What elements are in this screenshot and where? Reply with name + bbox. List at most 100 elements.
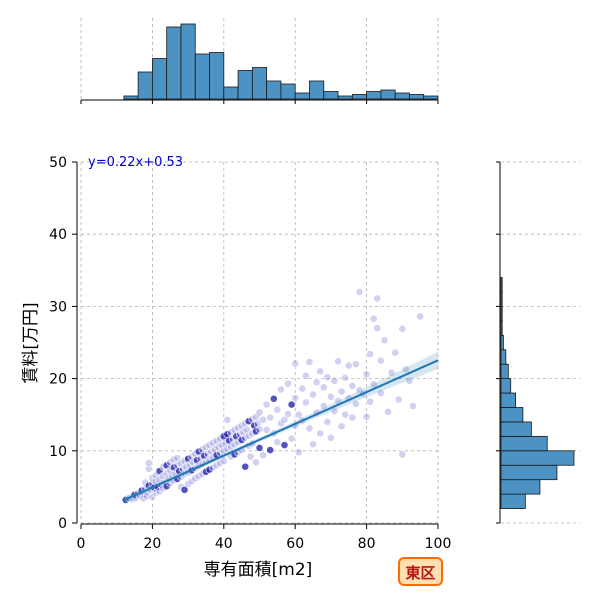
scatter-point: [312, 378, 321, 387]
district-badge: 東区: [398, 557, 443, 586]
top-histogram-bar: [223, 86, 239, 100]
scatter-point: [302, 371, 310, 380]
scatter-point: [252, 458, 260, 467]
scatter-point: [180, 485, 189, 494]
scatter-point: [259, 451, 267, 460]
scatter-point: [219, 457, 228, 465]
scatter-point: [323, 373, 332, 382]
scatter-point: [366, 350, 375, 358]
scatter-point: [280, 441, 289, 449]
x-tick-label: 0: [77, 536, 86, 552]
scatter-point: [266, 413, 275, 422]
right-histogram-bar: [500, 305, 503, 322]
scatter-point: [246, 452, 255, 461]
y-tick-label: 0: [58, 516, 67, 532]
scatter-point: [309, 440, 317, 449]
right-histogram-bar: [500, 363, 509, 380]
scatter-point: [337, 422, 346, 431]
top-histogram-bar: [151, 58, 168, 100]
scatter-point: [273, 438, 282, 447]
scatter-point: [253, 419, 262, 428]
x-tick-label: 100: [425, 536, 452, 552]
top-histogram-bar: [166, 26, 182, 100]
scatter-point: [319, 402, 328, 410]
scatter-point: [284, 410, 292, 418]
scatter-point: [284, 379, 292, 388]
y-tick-label: 10: [49, 444, 67, 460]
scatter-point: [302, 398, 310, 407]
top-histogram-bar: [337, 95, 353, 100]
top-histogram-bar: [266, 80, 282, 100]
scatter-point: [305, 358, 314, 366]
scatter-point: [355, 288, 364, 296]
scatter-point: [291, 394, 300, 402]
scatter-point: [305, 424, 314, 433]
top-histogram-bar: [194, 53, 210, 100]
scatter-point: [341, 410, 350, 419]
scatter-point: [398, 324, 407, 333]
scatter-point: [262, 400, 271, 409]
scatter-point: [323, 418, 332, 426]
top-histogram-bar: [309, 80, 325, 100]
regression-group: [123, 351, 439, 504]
scatter-point: [394, 395, 403, 404]
right-histogram-bar: [500, 407, 524, 423]
scatter-point: [326, 392, 335, 401]
scatter-panel: 0 20 40 60 80 100 0 10 20 30 40 50 y=0.22x+0.53 専有面…: [21, 155, 451, 580]
scatter-point: [266, 446, 275, 454]
scatter-point: [255, 444, 264, 452]
y-tick-label: 40: [49, 227, 67, 243]
regression-equation-label: y=0.22x+0.53: [88, 155, 183, 170]
scatter-point: [344, 361, 353, 370]
x-axis-label: 専有面積[m2]: [204, 560, 313, 580]
top-histogram-bars: [123, 23, 439, 100]
scatter-points: [121, 288, 425, 504]
top-histogram-bar: [380, 89, 396, 100]
scatter-point: [376, 356, 385, 365]
right-histogram-bar: [500, 479, 541, 495]
right-histogram: [496, 161, 580, 524]
scatter-point: [294, 410, 303, 419]
right-histogram-bar: [500, 277, 503, 293]
scatter-point: [269, 394, 278, 403]
scatter-point: [330, 376, 339, 385]
scatter-point: [316, 429, 325, 438]
right-histogram-bar: [500, 421, 532, 437]
district-badge-label: 東区: [405, 564, 435, 582]
scatter-point: [319, 383, 328, 392]
top-histogram-bar: [294, 92, 310, 100]
scatter-point: [291, 359, 300, 368]
right-histogram-bar: [500, 493, 526, 509]
right-histogram-bar: [500, 378, 512, 394]
scatter-point: [366, 397, 375, 406]
right-histogram-bar: [500, 464, 558, 481]
right-histogram-bar: [500, 435, 548, 452]
scatter-point: [398, 450, 407, 459]
regression-line: [123, 359, 439, 502]
y-tick-label: 30: [49, 299, 67, 315]
top-histogram-bar: [280, 83, 296, 100]
x-tick-label: 80: [358, 536, 376, 552]
scatter-point: [373, 294, 382, 303]
scatter-point: [262, 425, 271, 434]
top-histogram-bar: [409, 94, 425, 100]
scatter-point: [255, 408, 264, 417]
top-histogram-bar: [123, 95, 139, 100]
scatter-point: [337, 387, 346, 396]
scatter-point: [351, 399, 360, 408]
scatter-point: [384, 407, 392, 416]
scatter-point: [255, 425, 264, 434]
right-axes: [496, 161, 501, 524]
right-histogram-bar: [500, 392, 517, 408]
scatter-point: [362, 370, 371, 379]
right-histogram-bar: [500, 320, 503, 336]
top-histogram-bar: [366, 91, 382, 100]
top-histogram-bar: [237, 70, 253, 100]
scatter-point: [334, 357, 342, 366]
top-histogram-bar: [423, 95, 439, 100]
right-histogram-bars: [500, 277, 575, 509]
scatter-point: [241, 462, 250, 471]
scatter-point: [259, 415, 267, 424]
